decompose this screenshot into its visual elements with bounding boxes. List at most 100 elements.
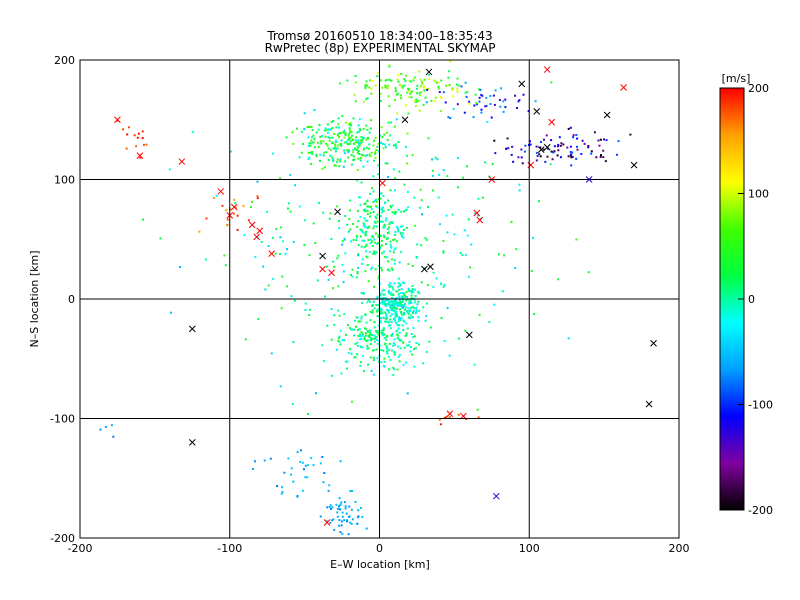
data-point [374,137,377,139]
data-point [324,127,327,130]
data-point [382,327,385,330]
data-point [309,144,312,147]
data-point [572,134,575,137]
data-point [364,327,367,330]
data-point [521,162,524,165]
data-point [395,300,398,303]
data-cross [645,400,653,408]
data-point [384,219,387,222]
data-point [355,239,358,242]
data-point [320,142,323,145]
data-point [381,211,384,214]
data-point [339,460,342,463]
data-point [400,305,403,307]
data-point [398,299,401,302]
data-point [367,298,370,301]
data-cross [537,146,545,153]
data-point [331,506,334,509]
data-point [333,164,336,167]
data-point [262,265,265,268]
data-point [337,126,340,129]
data-point [447,116,450,119]
data-point [377,360,380,363]
data-point [346,519,349,522]
data-point [345,121,347,124]
data-point [440,317,443,319]
data-point [536,155,539,157]
data-point [247,219,250,222]
data-point [332,158,335,161]
data-point [412,309,415,312]
data-point [389,315,392,318]
data-point [332,260,335,263]
data-point [360,245,363,248]
data-point [316,279,319,282]
data-point [434,96,437,99]
data-point [493,139,496,142]
data-point [324,295,326,298]
data-point [380,141,383,144]
data-point [366,329,369,332]
data-point [372,356,375,359]
data-point [290,295,293,298]
data-point [391,211,394,214]
data-point [289,210,292,213]
data-point [406,191,409,193]
data-point [267,284,270,287]
data-point [137,132,140,135]
data-point [376,75,379,78]
data-point [484,161,487,164]
data-point [303,468,305,471]
data-point [394,210,397,213]
data-point [363,224,366,227]
data-point [376,71,379,74]
data-point [339,160,342,163]
data-point [413,301,416,304]
data-point [348,515,351,518]
data-point [358,118,361,121]
data-point [388,143,391,146]
data-point [388,304,391,307]
data-point [374,268,377,271]
data-point [351,139,354,142]
data-point [527,110,530,113]
data-point [340,372,343,375]
data-point [327,128,330,131]
data-point [415,256,418,259]
data-point [340,144,343,147]
data-point [383,255,386,258]
data-point [375,232,377,235]
data-point [370,268,373,271]
data-point [383,133,386,136]
data-point [380,349,383,351]
data-point [377,304,380,307]
data-point [414,100,417,103]
data-point [375,297,378,300]
data-point [382,296,385,299]
data-point [142,143,145,146]
data-point [406,132,409,135]
data-point [397,338,400,341]
data-point [356,131,359,134]
data-point [449,60,452,63]
data-point [464,329,467,332]
data-point [381,86,384,89]
data-point [391,313,394,316]
data-point [442,285,445,288]
data-point [99,428,102,431]
data-point [367,347,370,350]
data-point [397,74,400,77]
data-point [383,301,386,304]
data-point [350,130,353,133]
data-point [587,146,590,149]
data-point [410,314,413,317]
data-point [135,145,138,148]
data-point [351,328,354,331]
data-point [428,340,431,343]
data-point [368,143,371,146]
data-point [333,265,336,268]
data-point [364,87,367,89]
data-point [369,310,372,313]
data-point [377,142,380,145]
data-point [410,333,413,335]
